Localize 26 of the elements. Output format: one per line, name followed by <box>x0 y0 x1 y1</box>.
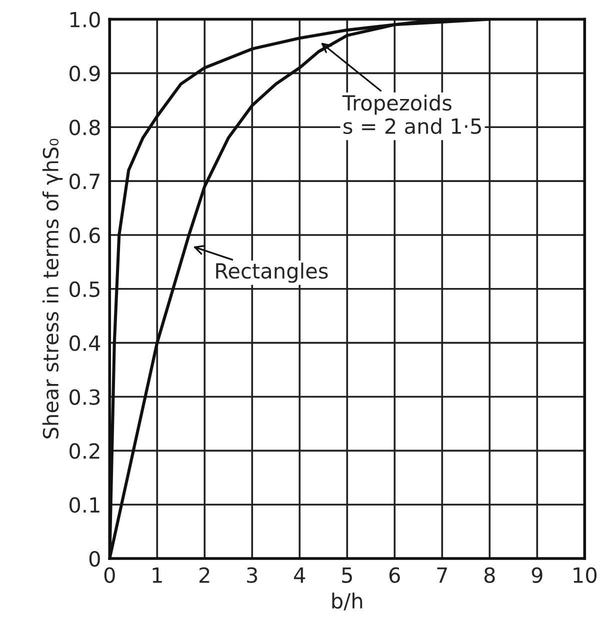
y-tick-label: 0.8 <box>70 120 100 136</box>
y-tick-label: 0.3 <box>70 389 100 405</box>
x-tick-label: 1 <box>152 568 162 583</box>
y-tick-label: 0.2 <box>70 443 100 459</box>
y-tick-label: 0.1 <box>70 497 100 513</box>
x-tick-label: 8 <box>484 567 495 583</box>
y-tick-label: 0.7 <box>70 173 100 190</box>
x-tick-label: 0 <box>104 567 115 583</box>
annotation: Tropezoids s = 2 and 1·5 <box>342 94 481 134</box>
x-tick-label: 4 <box>294 568 306 583</box>
x-tick-label: 10 <box>574 567 597 583</box>
y-tick-label: 0.6 <box>70 227 100 244</box>
y-tick-label: 0 <box>89 550 100 567</box>
y-tick-label: 0.5 <box>70 281 100 298</box>
x-tick-label: 6 <box>389 567 400 583</box>
x-tick-label: 2 <box>200 567 210 583</box>
y-tick-label: 0.9 <box>70 66 100 82</box>
y-tick-label: 1.0 <box>70 12 100 28</box>
x-tick-label: 7 <box>437 568 447 583</box>
annotation: Rectangles <box>216 262 328 283</box>
x-tick-label: 3 <box>247 567 258 583</box>
y-tick-label: 0.4 <box>70 335 100 352</box>
y-axis-title: Shear stress in terms of γhS₀ <box>42 138 63 438</box>
x-axis-title: b/h <box>332 592 362 610</box>
x-tick-label: 5 <box>342 568 352 583</box>
x-tick-label: 9 <box>532 567 542 583</box>
